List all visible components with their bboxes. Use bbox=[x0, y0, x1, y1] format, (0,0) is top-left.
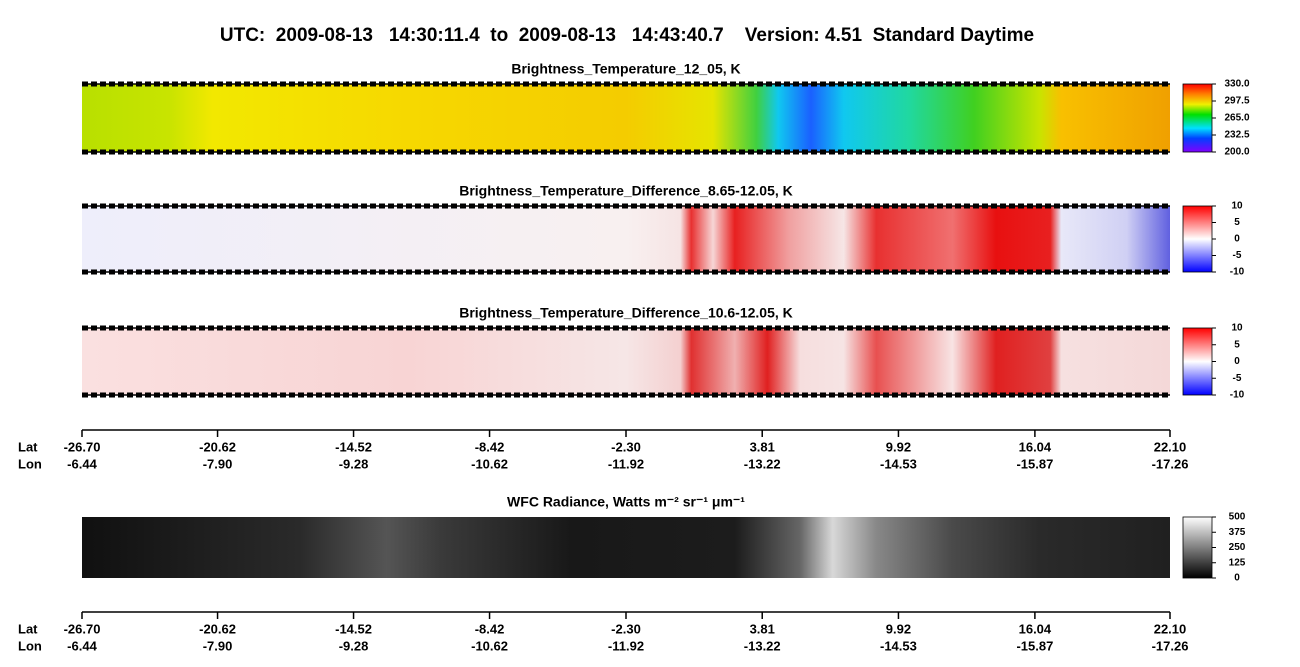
axis-label: Lat bbox=[18, 621, 38, 636]
axis-label: Lat bbox=[18, 439, 38, 454]
lon-tick-label: -10.62 bbox=[471, 638, 508, 653]
colorbar-tick-label: 10 bbox=[1231, 201, 1243, 212]
colorbar bbox=[1182, 327, 1213, 396]
lon-tick-label: -7.90 bbox=[203, 638, 233, 653]
lon-tick-label: -6.44 bbox=[67, 638, 97, 653]
image bbox=[82, 328, 1170, 395]
colorbar-tick-label: 125 bbox=[1229, 557, 1246, 568]
lon-tick-label: -13.22 bbox=[744, 456, 781, 471]
colorbar-tick-label: -10 bbox=[1230, 267, 1245, 278]
lon-tick-label: -9.28 bbox=[339, 638, 369, 653]
lon-tick-label: -17.26 bbox=[1152, 456, 1189, 471]
colorbar-tick-label: 330.0 bbox=[1224, 79, 1249, 90]
lat-tick-label: 9.92 bbox=[886, 439, 911, 454]
lon-tick-label: -11.92 bbox=[608, 456, 644, 471]
colorbar-tick-label: 0 bbox=[1234, 573, 1240, 584]
lat-tick-label: -14.52 bbox=[335, 439, 372, 454]
page-title: UTC: 2009-08-13 14:30:11.4 to 2009-08-13… bbox=[220, 25, 1034, 46]
colorbar bbox=[1182, 205, 1213, 273]
lat-tick-label: 9.92 bbox=[886, 621, 911, 636]
lat-tick-label: 3.81 bbox=[750, 439, 775, 454]
lat-tick-label: 22.10 bbox=[1154, 439, 1187, 454]
lon-tick-label: -15.87 bbox=[1016, 456, 1053, 471]
lat-tick-label: -8.42 bbox=[475, 439, 505, 454]
colorbar-tick-label: 5 bbox=[1234, 339, 1240, 350]
image bbox=[82, 84, 1170, 152]
panel-title: Brightness_Temperature_Difference_8.65-1… bbox=[459, 183, 793, 199]
colorbar-tick-label: 0 bbox=[1234, 356, 1240, 367]
panel-title: WFC Radiance, Watts m⁻² sr⁻¹ μm⁻¹ bbox=[507, 494, 745, 510]
colorbar-tick-label: 0 bbox=[1234, 234, 1240, 245]
lon-tick-label: -14.53 bbox=[880, 456, 917, 471]
axis-label: Lon bbox=[18, 638, 42, 653]
colorbar-tick-label: -5 bbox=[1233, 373, 1242, 384]
colorbar-tick-label: 297.5 bbox=[1224, 96, 1249, 107]
lat-tick-label: -14.52 bbox=[335, 621, 372, 636]
colorbar-tick-label: 200.0 bbox=[1224, 147, 1249, 158]
panel-title: Brightness_Temperature_12_05, K bbox=[511, 61, 740, 77]
lat-tick-label: 3.81 bbox=[750, 621, 775, 636]
lon-tick-label: -11.92 bbox=[608, 638, 644, 653]
lon-tick-label: -7.90 bbox=[203, 456, 233, 471]
lat-tick-label: -20.62 bbox=[199, 439, 236, 454]
colorbar-tick-label: 10 bbox=[1231, 323, 1243, 334]
lon-tick-label: -13.22 bbox=[744, 638, 781, 653]
colorbar-tick-label: 500 bbox=[1229, 512, 1246, 523]
lat-tick-label: -26.70 bbox=[64, 621, 101, 636]
lon-tick-label: -6.44 bbox=[67, 456, 97, 471]
image bbox=[82, 206, 1170, 272]
colorbar bbox=[1182, 516, 1213, 579]
lon-tick-label: -15.87 bbox=[1016, 638, 1053, 653]
colorbar-tick-label: 375 bbox=[1229, 527, 1246, 538]
colorbar-tick-label: 232.5 bbox=[1224, 130, 1249, 141]
colorbar bbox=[1182, 83, 1213, 153]
lon-tick-label: -9.28 bbox=[339, 456, 369, 471]
lat-tick-label: -8.42 bbox=[475, 621, 505, 636]
lat-tick-label: 22.10 bbox=[1154, 621, 1187, 636]
lat-tick-label: -20.62 bbox=[199, 621, 236, 636]
axis-label: Lon bbox=[18, 456, 42, 471]
lon-tick-label: -10.62 bbox=[471, 456, 508, 471]
lon-tick-label: -17.26 bbox=[1152, 638, 1189, 653]
lat-tick-label: -2.30 bbox=[611, 439, 641, 454]
lat-tick-label: -26.70 bbox=[64, 439, 101, 454]
lat-tick-label: 16.04 bbox=[1019, 621, 1052, 636]
colorbar-tick-label: -10 bbox=[1230, 390, 1245, 401]
lat-tick-label: -2.30 bbox=[611, 621, 641, 636]
image bbox=[82, 517, 1170, 578]
lon-tick-label: -14.53 bbox=[880, 638, 917, 653]
colorbar-tick-label: 265.0 bbox=[1224, 113, 1249, 124]
colorbar-tick-label: 5 bbox=[1234, 217, 1240, 228]
colorbar-tick-label: 250 bbox=[1229, 542, 1246, 553]
panel-title: Brightness_Temperature_Difference_10.6-1… bbox=[459, 305, 793, 321]
lat-tick-label: 16.04 bbox=[1019, 439, 1052, 454]
colorbar-tick-label: -5 bbox=[1233, 250, 1242, 261]
